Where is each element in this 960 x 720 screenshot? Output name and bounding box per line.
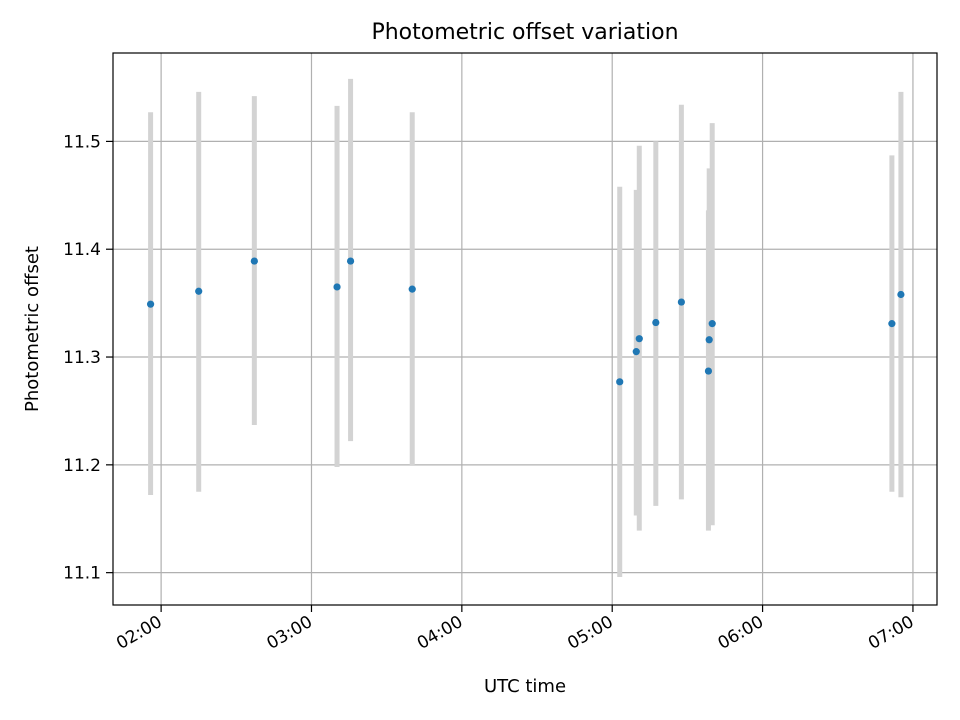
data-point (704, 367, 713, 375)
grid (113, 53, 937, 605)
y-tick-label: 11.3 (63, 348, 101, 368)
data-point (635, 335, 643, 343)
data-point (708, 320, 716, 328)
data-point (250, 257, 258, 265)
data-point (897, 290, 905, 299)
x-axis-label: UTC time (484, 676, 566, 697)
data-point (333, 283, 341, 291)
y-tick-label: 11.1 (63, 564, 101, 584)
data-point (705, 336, 713, 344)
data-point (888, 320, 896, 328)
data-point (616, 378, 624, 386)
y-tick-label: 11.5 (63, 132, 101, 152)
data-point (408, 285, 416, 293)
data-point (632, 348, 640, 356)
y-tick-label: 11.4 (63, 240, 101, 260)
chart-title: Photometric offset variation (371, 20, 678, 45)
plot-frame (112, 52, 938, 606)
data-points (146, 257, 905, 386)
data-point (677, 298, 685, 306)
y-tick-label: 11.2 (63, 456, 101, 476)
data-point (346, 257, 355, 265)
data-point (146, 300, 155, 308)
data-point (195, 287, 203, 295)
data-point (652, 318, 660, 327)
y-axis-label: Photometric offset (22, 246, 43, 412)
